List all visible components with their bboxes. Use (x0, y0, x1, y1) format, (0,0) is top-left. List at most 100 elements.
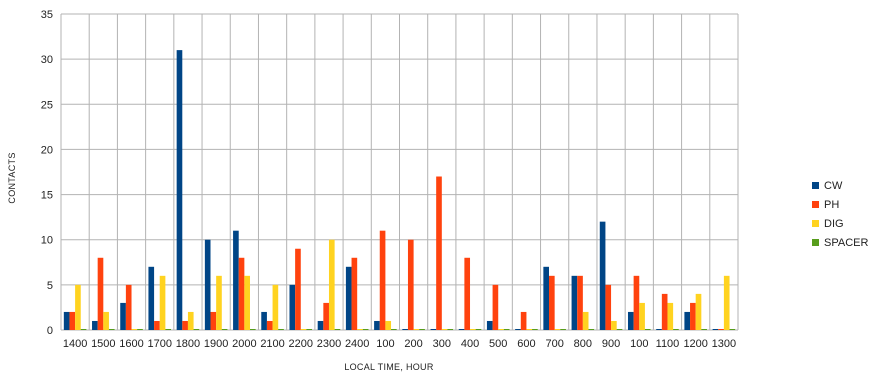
x-tick-label: 500 (489, 338, 507, 350)
bar-cw-0 (63, 311, 70, 330)
gridlines (60, 13, 739, 331)
bar-dig-9 (328, 239, 335, 330)
legend-item-ph: PH (812, 195, 868, 214)
x-tick-label: 1800 (176, 338, 200, 350)
bar-spacer-10 (362, 329, 369, 330)
bar-ph-5 (210, 311, 217, 330)
bar-ph-18 (577, 275, 583, 330)
x-tick-label: 600 (517, 338, 535, 350)
x-tick-label: 900 (602, 338, 620, 350)
bar-ph-15 (492, 284, 499, 330)
bar-ph-17 (549, 275, 555, 330)
bar-ph-2 (125, 284, 132, 330)
bar-spacer-4 (193, 329, 200, 330)
y-tick-label: 30 (41, 54, 53, 66)
x-tick-label: 1600 (119, 338, 143, 350)
bar-dig-17 (554, 329, 561, 330)
bar-dig-15 (498, 329, 504, 330)
x-tick-label: 1400 (63, 338, 87, 350)
bar-ph-21 (661, 293, 668, 330)
bar-ph-16 (520, 311, 527, 330)
x-tick-label: 2100 (260, 338, 284, 350)
x-tick-label: 1500 (91, 338, 115, 350)
legend-label: CW (824, 179, 843, 192)
x-tick-label: 2000 (232, 338, 256, 350)
bar-spacer-8 (306, 329, 313, 330)
legend-label: DIG (824, 217, 844, 230)
legend-label: SPACER (824, 236, 869, 249)
bar-spacer-18 (588, 329, 595, 330)
y-tick-label: 0 (47, 325, 53, 337)
x-tick-label: 2300 (317, 338, 341, 350)
bar-ph-9 (323, 302, 329, 330)
x-tick-label: 1700 (147, 338, 171, 350)
legend-item-dig: DIG (812, 214, 868, 233)
bar-dig-14 (470, 329, 476, 330)
bar-cw-15 (486, 320, 493, 330)
bar-spacer-23 (729, 329, 736, 330)
bar-dig-3 (159, 275, 166, 330)
bar-dig-7 (272, 284, 279, 330)
bar-cw-14 (458, 329, 465, 330)
bar-dig-4 (187, 311, 194, 330)
bar-spacer-22 (701, 329, 707, 330)
bar-ph-8 (295, 248, 301, 330)
bar-ph-23 (718, 329, 724, 330)
bar-dig-20 (639, 302, 645, 330)
bar-cw-11 (374, 320, 380, 330)
bar-cw-3 (148, 266, 155, 330)
bar-cw-5 (204, 239, 211, 330)
bar-dig-19 (611, 320, 617, 330)
bar-cw-2 (120, 302, 126, 330)
x-tick-label: 1200 (683, 338, 707, 350)
legend-swatch (812, 239, 819, 246)
bars (63, 50, 736, 330)
bar-spacer-2 (137, 329, 143, 330)
bar-dig-10 (357, 329, 363, 330)
x-tick-label: 100 (630, 338, 648, 350)
bar-ph-4 (182, 320, 188, 330)
x-tick-label: 100 (376, 338, 394, 350)
x-tick-label: 2400 (345, 338, 369, 350)
legend-swatch (812, 220, 819, 227)
bar-cw-10 (345, 266, 352, 330)
bar-cw-1 (92, 320, 98, 330)
x-tick-label: 2200 (289, 338, 313, 350)
bar-spacer-7 (278, 329, 284, 330)
bar-cw-17 (543, 266, 550, 330)
bar-ph-12 (407, 239, 414, 330)
bar-spacer-3 (165, 329, 172, 330)
y-tick-label: 25 (41, 99, 53, 111)
bar-cw-19 (599, 221, 606, 330)
bar-cw-6 (233, 230, 239, 330)
x-tick-label: 400 (461, 338, 479, 350)
bar-ph-20 (633, 275, 640, 330)
bar-dig-13 (441, 329, 448, 330)
legend: CW PH DIG SPACER (812, 176, 868, 252)
bar-dig-2 (131, 329, 138, 330)
bar-ph-13 (436, 176, 442, 330)
bar-ph-11 (379, 230, 386, 330)
x-tick-label: 800 (574, 338, 592, 350)
legend-swatch (812, 182, 819, 189)
y-tick-label: 15 (41, 190, 53, 202)
bar-dig-16 (526, 329, 533, 330)
bar-spacer-17 (560, 329, 566, 330)
bar-cw-4 (176, 50, 183, 330)
x-axis-title: LOCAL TIME, HOUR (344, 362, 434, 372)
x-axis-ticks: 1400 1500 1600 1700 1800 1900 2000 2100 2200 2300… (63, 338, 736, 350)
legend-label: PH (824, 198, 840, 211)
bar-cw-20 (627, 311, 634, 330)
bar-cw-12 (402, 329, 408, 330)
bar-cw-13 (430, 329, 437, 330)
bar-ph-0 (69, 311, 76, 330)
x-tick-label: 1100 (656, 338, 680, 350)
bar-dig-18 (582, 311, 589, 330)
bar-ph-10 (351, 257, 358, 330)
bar-dig-22 (695, 293, 702, 330)
bar-dig-23 (723, 275, 730, 330)
bar-ph-14 (464, 257, 471, 330)
x-tick-label: 1300 (712, 338, 736, 350)
x-tick-label: 300 (433, 338, 451, 350)
